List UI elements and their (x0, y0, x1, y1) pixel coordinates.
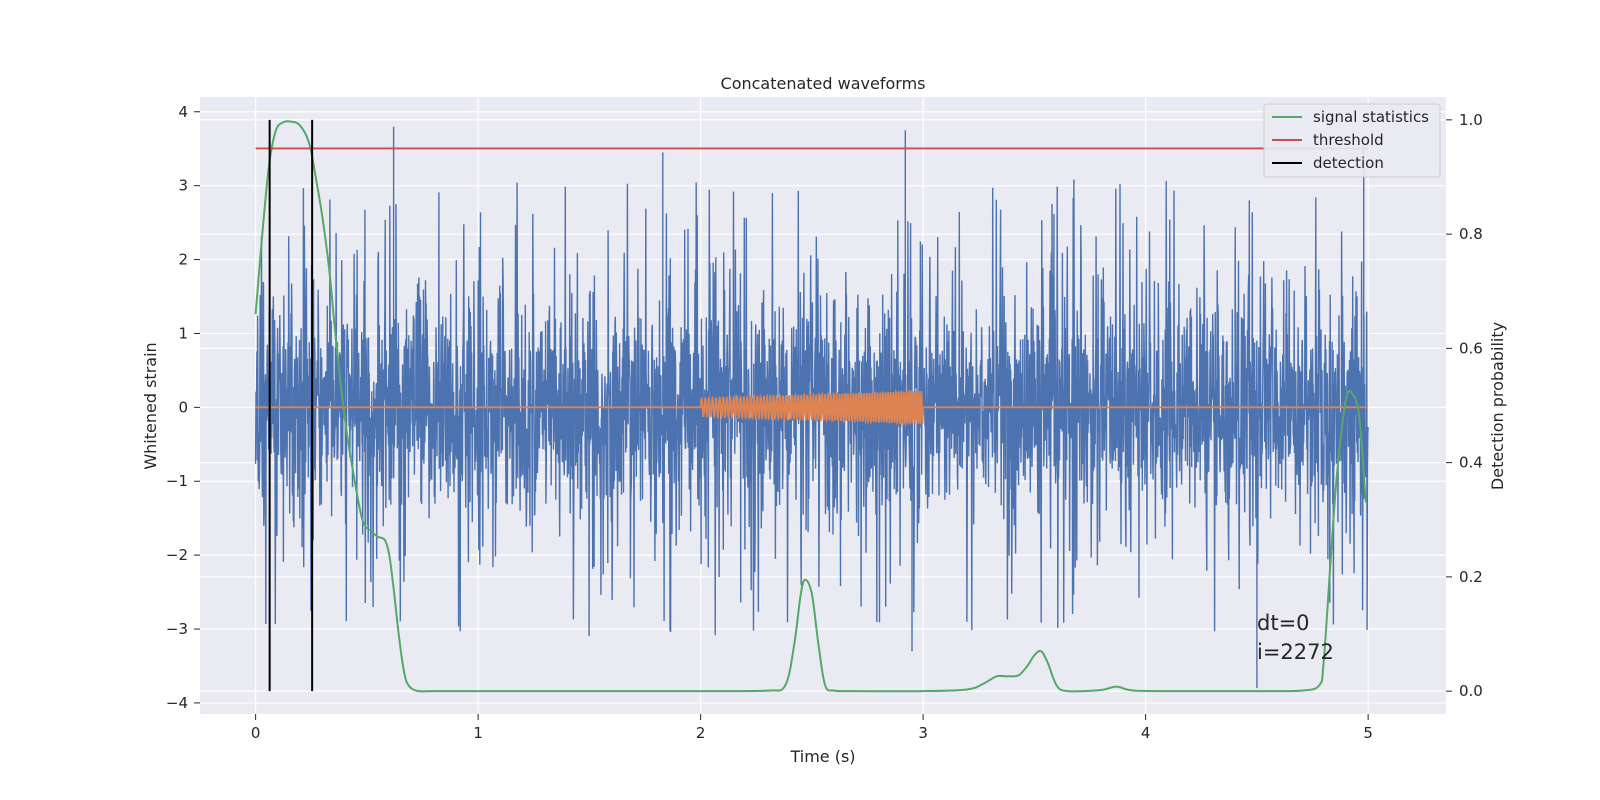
y2-axis-ticks: 0.0 0.2 0.4 0.6 0.8 1.0 (1446, 111, 1483, 700)
y-axis-ticks: −4 −3 −2 −1 0 1 2 3 4 (166, 103, 200, 712)
y-tick-label: −1 (166, 472, 188, 490)
y-tick-label: −4 (166, 694, 188, 712)
y-axis-label: Whitened strain (141, 342, 160, 469)
injected-waveform-trace (255, 388, 1369, 427)
strain-trace (254, 126, 1369, 689)
x-tick-label: 5 (1363, 724, 1373, 742)
x-tick-label: 4 (1141, 724, 1151, 742)
x-tick-label: 0 (251, 724, 261, 742)
x-axis-ticks: 0 1 2 3 4 5 (251, 714, 1373, 742)
annotation-dt: dt=0 (1257, 611, 1310, 635)
y2-tick-label: 0.2 (1459, 568, 1483, 586)
y-tick-label: 0 (178, 398, 188, 416)
y-tick-label: 1 (178, 324, 188, 342)
y-tick-label: −3 (166, 620, 188, 638)
y2-tick-label: 0.8 (1459, 225, 1483, 243)
y2-tick-label: 0.0 (1459, 682, 1483, 700)
x-tick-label: 3 (918, 724, 928, 742)
y2-tick-label: 0.6 (1459, 339, 1483, 357)
injected-waveform (255, 388, 1369, 427)
y2-tick-label: 1.0 (1459, 111, 1483, 129)
legend-entry-signal-statistics: signal statistics (1313, 108, 1429, 126)
y-tick-label: −2 (166, 546, 188, 564)
y-tick-label: 2 (178, 251, 188, 269)
y2-axis-label: Detection probability (1488, 322, 1507, 490)
legend-entry-detection: detection (1313, 154, 1384, 172)
chart-title: Concatenated waveforms (721, 74, 926, 93)
legend: signal statistics threshold detection (1263, 103, 1441, 178)
y2-tick-label: 0.4 (1459, 454, 1483, 472)
detection-series (268, 119, 314, 692)
legend-entry-threshold: threshold (1313, 131, 1384, 149)
y-tick-label: 3 (178, 177, 188, 195)
y-tick-label: 4 (178, 103, 188, 121)
signal-statistics-line (254, 120, 1367, 693)
x-axis-label: Time (s) (789, 747, 855, 766)
strain-series (254, 126, 1369, 689)
signal-statistics-series (254, 120, 1367, 693)
annotation-index: i=2272 (1257, 640, 1334, 664)
legend-box (1263, 103, 1441, 178)
x-tick-label: 1 (473, 724, 483, 742)
x-tick-label: 2 (696, 724, 706, 742)
